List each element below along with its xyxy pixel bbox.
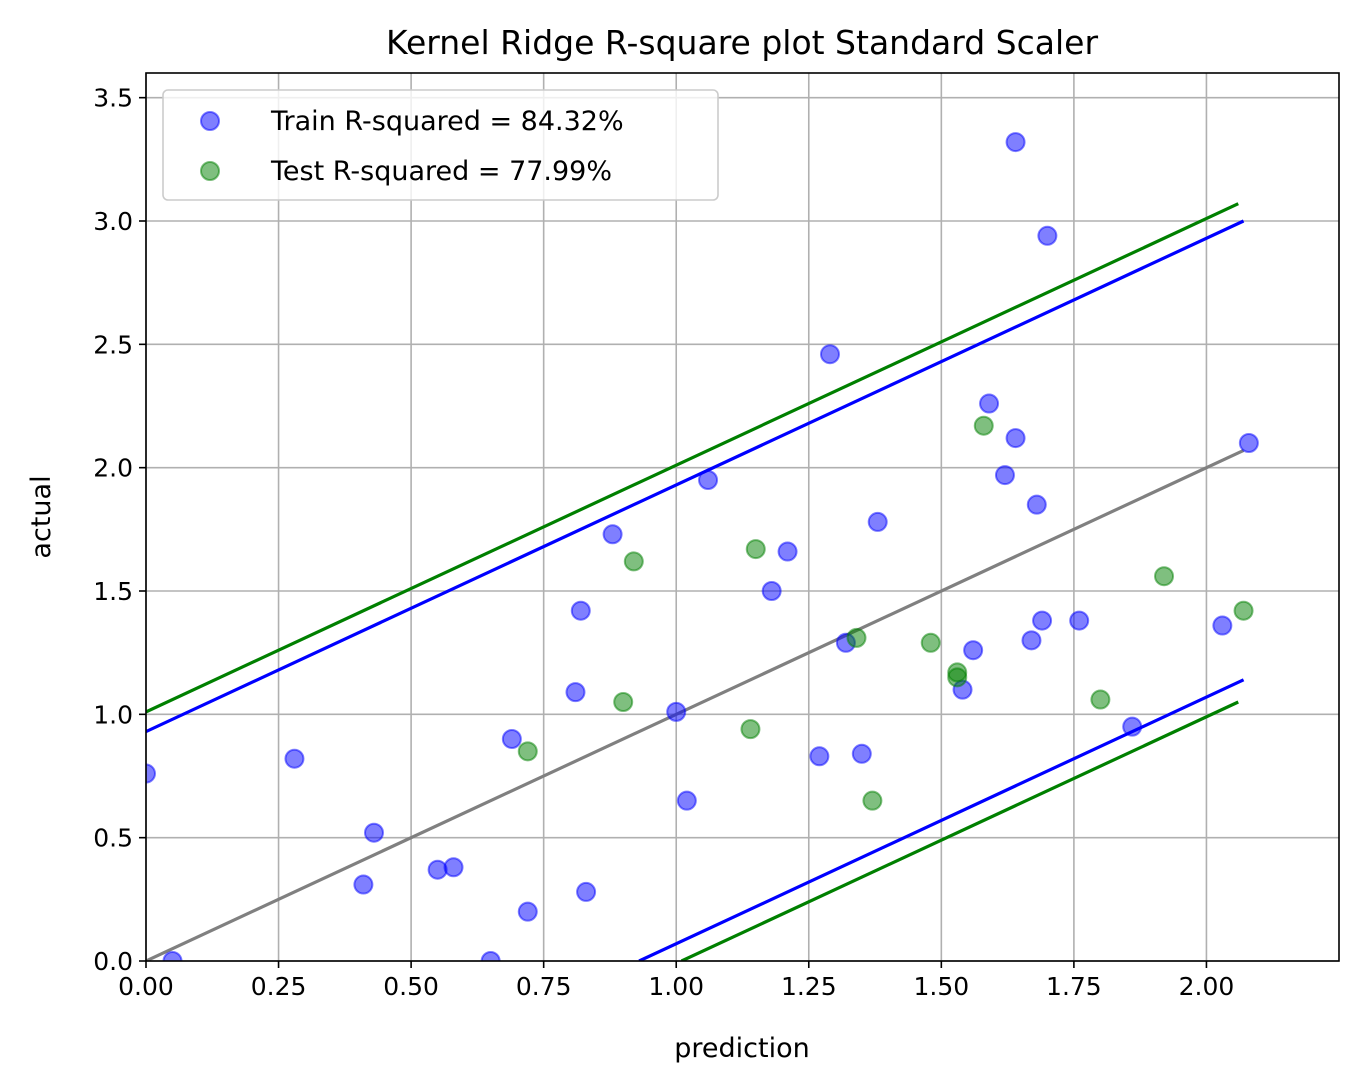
test-point: [947, 667, 968, 688]
x-tick-label: 0.75: [516, 972, 572, 1001]
train-point: [162, 951, 183, 961]
train-point: [963, 640, 984, 661]
y-tick-label: 1.0: [93, 700, 133, 729]
y-tick-label: 2.5: [93, 330, 133, 359]
train-point: [1212, 615, 1233, 636]
test-point: [920, 632, 941, 653]
reference-line-train-lower-band: [638, 678, 1245, 961]
train-point: [1037, 225, 1058, 246]
train-point: [698, 470, 719, 490]
train-point: [994, 465, 1015, 486]
train-point: [851, 743, 872, 764]
train-point: [809, 746, 830, 767]
legend-marker-test: [200, 161, 220, 181]
train-point: [443, 857, 464, 878]
train-point: [1032, 610, 1053, 631]
legend-label-train: Train R-squared = 84.32%: [270, 106, 624, 137]
train-point: [666, 701, 687, 722]
y-axis-ticks: 0.0 0.5 1.0 1.5 2.0 2.5 3.0 3.5: [93, 84, 146, 976]
reference-line-test-upper-band: [146, 202, 1239, 714]
test-point: [623, 551, 644, 572]
train-point: [1021, 630, 1042, 651]
train-point: [602, 524, 623, 545]
train-point: [353, 874, 374, 895]
test-point: [862, 790, 883, 811]
legend-box: [162, 89, 719, 201]
test-point: [740, 719, 761, 740]
train-point: [761, 581, 782, 601]
train-point: [480, 951, 501, 961]
plot-area: [146, 73, 1339, 961]
test-point: [745, 539, 766, 560]
chart-title: Kernel Ridge R-square plot Standard Scal…: [386, 23, 1098, 62]
reference-lines: [146, 202, 1245, 961]
test-point: [846, 627, 867, 648]
train-point: [777, 541, 798, 562]
train-point: [576, 881, 597, 902]
train-point: [1005, 428, 1026, 449]
scatter-points: [146, 132, 1259, 961]
legend-marker-train: [200, 111, 220, 131]
reference-line-train-upper-band: [146, 219, 1245, 734]
train-point: [676, 790, 697, 811]
reference-line-test-lower-band: [680, 700, 1239, 961]
x-tick-label: 1.00: [648, 972, 704, 1001]
train-point: [517, 901, 538, 922]
train-point: [1238, 433, 1259, 453]
y-tick-label: 2.0: [93, 454, 133, 483]
train-point: [501, 729, 522, 749]
x-tick-label: 0.25: [251, 972, 307, 1001]
x-tick-label: 1.25: [781, 972, 837, 1001]
train-point: [565, 682, 586, 703]
legend: Train R-squared = 84.32% Test R-squared …: [162, 89, 719, 201]
y-axis-label: actual: [26, 475, 57, 558]
train-point: [363, 822, 384, 843]
train-point: [284, 748, 305, 769]
y-tick-label: 0.0: [93, 947, 133, 976]
x-tick-label: 0.00: [118, 972, 174, 1001]
train-point: [979, 393, 1000, 414]
train-point: [1122, 716, 1143, 737]
test-point: [517, 741, 538, 762]
x-axis-label: prediction: [674, 1033, 809, 1064]
x-tick-label: 2.00: [1179, 972, 1235, 1001]
train-point: [819, 344, 840, 365]
y-tick-label: 3.5: [93, 84, 133, 113]
x-tick-label: 1.75: [1046, 972, 1102, 1001]
test-point: [973, 415, 994, 436]
train-point: [1026, 494, 1047, 515]
y-tick-label: 1.5: [93, 577, 133, 606]
train-point: [1005, 132, 1026, 153]
y-tick-label: 3.0: [93, 207, 133, 236]
test-point: [613, 692, 634, 712]
x-tick-label: 0.50: [383, 972, 439, 1001]
train-point: [146, 763, 156, 784]
y-tick-label: 0.5: [93, 824, 133, 853]
x-axis-ticks: 0.00 0.25 0.50 0.75 1.00 1.25 1.50 1.75 2.00: [118, 961, 1234, 1001]
x-tick-label: 1.50: [913, 972, 969, 1001]
train-point: [867, 511, 888, 532]
train-point: [570, 600, 591, 621]
test-point: [1154, 566, 1175, 587]
reference-line-identity: [146, 448, 1245, 961]
legend-label-test: Test R-squared = 77.99%: [270, 156, 612, 187]
plot-frame: [145, 72, 1340, 962]
train-point: [1069, 610, 1090, 631]
test-point: [1090, 689, 1111, 710]
test-point: [1233, 600, 1254, 621]
